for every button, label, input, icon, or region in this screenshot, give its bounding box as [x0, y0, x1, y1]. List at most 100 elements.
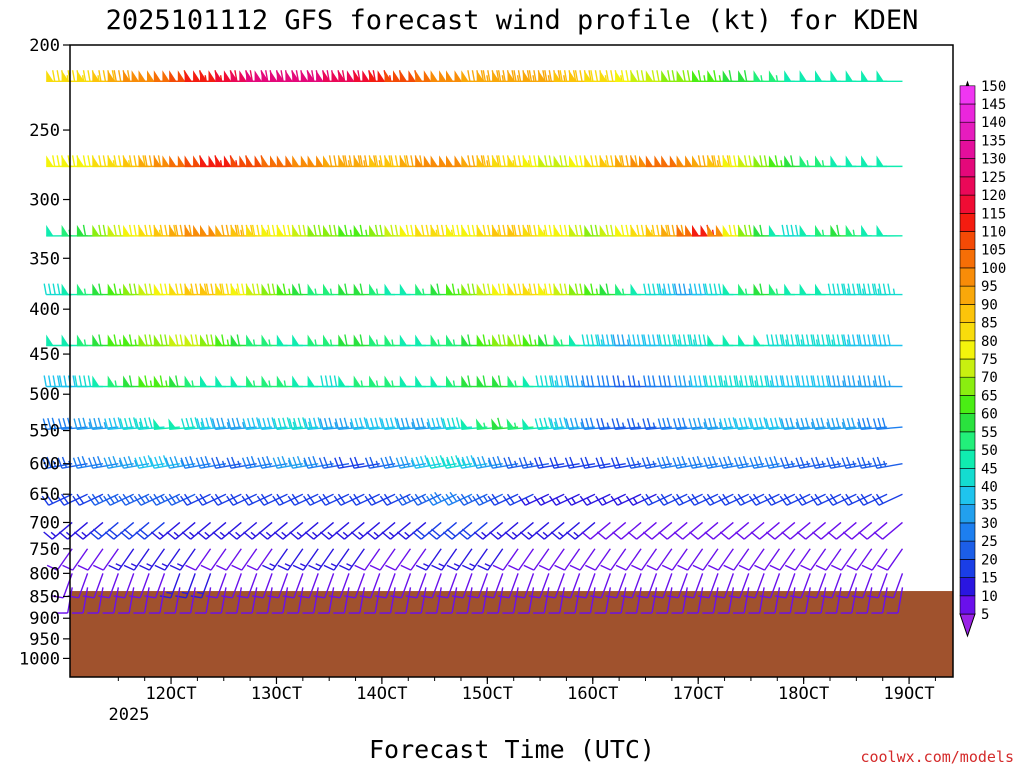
barb-flag: [162, 155, 170, 167]
barb-flag: [107, 283, 115, 295]
barb-full: [878, 283, 882, 295]
barb-full: [829, 493, 838, 504]
barb-full: [770, 334, 775, 346]
barb-full: [673, 334, 678, 346]
barb-full: [851, 595, 863, 599]
barb-full: [123, 564, 135, 571]
barb-full: [159, 283, 164, 295]
barb-full: [550, 531, 561, 540]
barb-half: [677, 339, 680, 346]
barb-full: [439, 455, 445, 467]
barb-full: [195, 457, 201, 469]
barb-full: [559, 595, 571, 599]
barb-half: [723, 380, 726, 387]
barb-flag: [215, 334, 223, 346]
barb-half: [83, 339, 87, 346]
barb-full: [810, 457, 817, 469]
credit-label[interactable]: coolwx.com/models: [860, 748, 1014, 766]
barb-flag: [738, 70, 746, 82]
barb-full: [307, 493, 315, 504]
barb-staff: [246, 463, 273, 469]
barb-flag: [200, 334, 208, 346]
barb-flag: [615, 155, 623, 167]
barb-full: [597, 375, 601, 387]
barb-flag: [799, 224, 807, 236]
barb-flag: [522, 375, 530, 387]
barb-full: [441, 495, 449, 506]
barb-half: [716, 160, 720, 167]
colorbar-label: 50: [981, 443, 998, 459]
barb-staff: [881, 587, 888, 614]
barb-staff: [605, 587, 612, 614]
barb-full: [225, 224, 230, 237]
barb-half: [349, 229, 353, 237]
barb-half: [252, 380, 256, 387]
barb-full: [144, 224, 148, 237]
barb-staff: [313, 521, 335, 540]
barb-half: [703, 75, 706, 82]
barb-full: [396, 531, 407, 540]
barb-half: [250, 531, 257, 537]
y-tick-label: 350: [29, 249, 60, 269]
barb-full: [781, 531, 791, 540]
colorbar-label: 45: [981, 461, 998, 477]
barb-flag: [768, 283, 777, 295]
barb-flag: [569, 70, 577, 82]
barb-full: [487, 495, 496, 506]
barb-full: [400, 564, 412, 571]
barb-half: [652, 460, 656, 467]
barb-full: [784, 564, 796, 571]
barb-full: [815, 456, 821, 468]
barb-staff: [502, 548, 519, 571]
colorbar-label: 25: [981, 534, 998, 550]
barb-half: [149, 380, 153, 387]
barb-full: [682, 334, 687, 346]
barb-staff: [113, 587, 120, 614]
barb-full: [646, 418, 652, 430]
barb-full: [867, 375, 871, 387]
barb-full: [227, 418, 232, 430]
barb-full: [471, 70, 476, 82]
barb-full: [534, 418, 539, 430]
barb-full: [112, 455, 118, 467]
barb-full: [236, 224, 240, 237]
barb-staff: [651, 587, 658, 614]
barb-full: [513, 155, 517, 167]
barb-full: [138, 528, 149, 537]
barb-full: [272, 495, 280, 506]
barb-full: [713, 70, 717, 82]
barb-staff: [410, 548, 427, 571]
barb-full: [665, 455, 672, 467]
barb-flag: [492, 224, 500, 236]
barb-staff: [518, 548, 535, 571]
barb-full: [211, 457, 217, 469]
barb-full: [564, 457, 571, 469]
barb-full: [419, 455, 426, 467]
barb-half: [841, 422, 845, 429]
barb-full: [149, 457, 155, 469]
barb-full: [43, 531, 53, 540]
barb-full: [882, 283, 887, 295]
barb-full: [98, 334, 102, 346]
barb-full: [744, 595, 756, 599]
barb-full: [779, 495, 788, 506]
barb-full: [200, 418, 206, 430]
barb-flag: [61, 334, 69, 346]
barb-full: [743, 70, 748, 82]
barb-flag: [707, 155, 715, 167]
barb-flag: [193, 70, 201, 82]
barb-full: [482, 283, 486, 295]
barb-full: [544, 283, 548, 295]
barb-full: [612, 531, 622, 540]
barb-full: [277, 418, 283, 430]
colorbar-label: 60: [981, 407, 998, 423]
barb-full: [656, 224, 660, 237]
barb-flag: [246, 283, 254, 295]
barb-full: [619, 155, 623, 167]
barb-flag: [123, 334, 131, 346]
barb-half: [189, 531, 195, 537]
barb-flag: [661, 70, 669, 82]
barb-full: [272, 457, 278, 469]
colorbar-label: 115: [981, 206, 1006, 222]
barb-full: [395, 495, 403, 506]
